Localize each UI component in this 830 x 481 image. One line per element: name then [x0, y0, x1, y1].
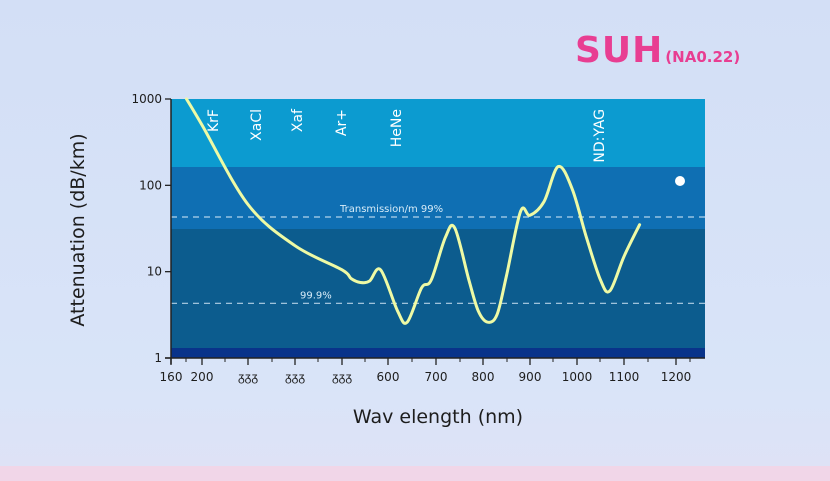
x-tick-label: ᵹᵹᵹ [238, 370, 258, 384]
band-main [171, 229, 705, 348]
laser-label: XaCl [249, 109, 265, 141]
laser-label: Ar+ [334, 109, 350, 136]
axes: 1 10 100 1000 160 200 ᵹᵹᵹ ᵹᵹᵹ ᵹᵹᵹ 600 700 800 900 100… [131, 92, 705, 384]
x-tick-label: ᵹᵹᵹ [285, 370, 305, 384]
y-tick-label: 1000 [131, 92, 162, 106]
reference-line-label: Transmission/m 99% [339, 204, 443, 215]
bottom-strip [0, 466, 830, 481]
laser-label: HeNe [389, 109, 405, 147]
marker-dot [675, 176, 685, 186]
x-tick-label: 600 [377, 370, 400, 384]
x-tick-label: 800 [472, 370, 495, 384]
attenuation-curve [185, 97, 642, 325]
chart-title: SUH (NA0.22) [575, 30, 740, 71]
laser-label: ND:YAG [592, 109, 608, 163]
x-tick-label: 1100 [609, 370, 640, 384]
band-top [171, 99, 705, 167]
x-tick-label: 1200 [661, 370, 692, 384]
reference-line-label: 99.9% [300, 290, 332, 301]
x-tick-label: ᵹᵹᵹ [332, 370, 352, 384]
x-tick-label: 200 [191, 370, 214, 384]
band-bottom [171, 348, 705, 358]
x-tick-label: 900 [519, 370, 542, 384]
x-tick-label: 700 [425, 370, 448, 384]
x-axis-label: Wav elength (nm) [353, 406, 523, 428]
laser-label: KrF [206, 109, 222, 132]
y-tick-label: 10 [147, 265, 162, 279]
laser-labels: KrF XaCl Xaf Ar+ HeNe ND:YAG [206, 108, 608, 163]
title-main: SUH [575, 30, 664, 71]
title-subtitle: (NA0.22) [665, 48, 741, 66]
x-tick-label: 160 [160, 370, 183, 384]
band-mid [171, 167, 705, 229]
x-tick-label: 1000 [562, 370, 593, 384]
plot-background [171, 99, 705, 358]
laser-label: Xaf [290, 108, 306, 132]
y-tick-label: 1 [154, 351, 162, 365]
y-tick-label: 100 [139, 178, 162, 192]
y-axis-label: Attenuation (dB/km) [67, 133, 89, 326]
